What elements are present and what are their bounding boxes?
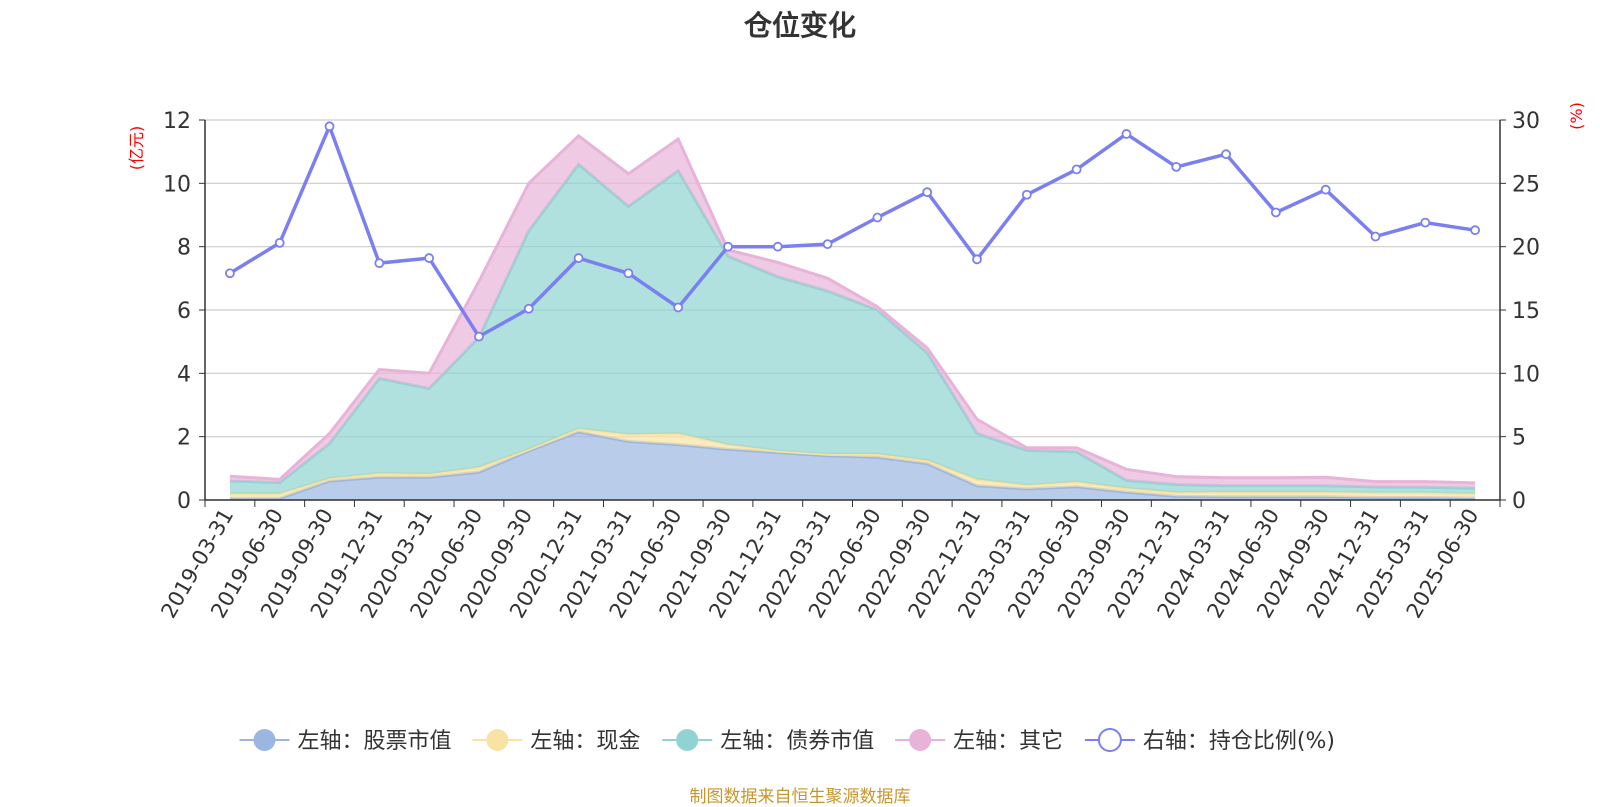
ratio-point[interactable] — [723, 241, 733, 252]
ratio-point[interactable] — [1470, 225, 1480, 236]
right-tick-label: 5 — [1512, 426, 1526, 451]
legend-label: 右轴：持仓比例(%) — [1143, 729, 1335, 754]
stacked-areas — [229, 133, 1476, 500]
right-tick-label: 25 — [1512, 172, 1540, 197]
area-series — [229, 135, 1476, 489]
ratio-point[interactable] — [1320, 184, 1331, 195]
ratio-point[interactable] — [474, 331, 484, 342]
chart-title: 仓位变化 — [743, 9, 856, 42]
legend-item[interactable]: 左轴：现金 — [472, 729, 640, 754]
legend-swatch-marker — [253, 729, 276, 751]
left-axis-unit: (亿元) — [127, 126, 146, 171]
right-tick-label: 30 — [1512, 109, 1540, 134]
right-axis-unit: (%) — [1567, 102, 1586, 130]
ratio-point[interactable] — [1171, 161, 1182, 172]
ratio-point[interactable] — [1370, 231, 1381, 242]
ratio-point[interactable] — [1021, 189, 1032, 200]
legend-swatch-marker — [1097, 728, 1122, 752]
ratio-point[interactable] — [324, 121, 335, 132]
ratio-line — [225, 121, 1480, 342]
legend-label: 左轴：股票市值 — [297, 729, 451, 754]
ratio-point[interactable] — [225, 268, 235, 279]
source-note: 制图数据来自恒生聚源数据库 — [689, 787, 911, 807]
ratio-point[interactable] — [922, 187, 933, 198]
legend-swatch-marker — [909, 729, 932, 751]
left-tick-label: 2 — [177, 426, 191, 451]
legend-label: 左轴：其它 — [953, 729, 1063, 754]
left-tick-label: 12 — [163, 109, 191, 134]
left-tick-label: 0 — [177, 489, 191, 514]
ratio-point[interactable] — [623, 268, 634, 279]
ratio-point[interactable] — [1270, 207, 1281, 218]
ratio-point[interactable] — [573, 253, 584, 263]
legend-swatch-marker — [486, 729, 509, 751]
ratio-point[interactable] — [1221, 149, 1231, 160]
left-tick-label: 6 — [177, 299, 191, 324]
legend-item[interactable]: 右轴：持仓比例(%) — [1084, 728, 1335, 754]
ratio-point[interactable] — [1420, 217, 1431, 228]
ratio-point[interactable] — [523, 303, 534, 314]
legend-swatch-marker — [676, 729, 699, 751]
ratio-point[interactable] — [872, 212, 883, 223]
right-tick-label: 20 — [1512, 236, 1540, 261]
ratio-point[interactable] — [772, 241, 783, 252]
ratio-point[interactable] — [374, 258, 385, 269]
ratio-point[interactable] — [274, 237, 285, 248]
ratio-point[interactable] — [673, 302, 684, 313]
area-series — [229, 431, 1476, 500]
legend: 左轴：股票市值 左轴：现金 左轴：债券市值 左轴：其它 右轴：持仓比例(%) — [239, 728, 1335, 754]
right-tick-label: 15 — [1512, 299, 1540, 324]
ratio-point[interactable] — [972, 254, 982, 265]
ratio-point[interactable] — [1121, 129, 1132, 139]
legend-item[interactable]: 左轴：债券市值 — [662, 729, 874, 754]
legend-item[interactable]: 左轴：其它 — [895, 729, 1063, 754]
left-tick-label: 10 — [163, 172, 191, 197]
ratio-point[interactable] — [822, 239, 833, 250]
left-tick-label: 4 — [177, 362, 191, 387]
left-tick-label: 8 — [177, 236, 191, 261]
right-tick-label: 0 — [1512, 489, 1526, 514]
right-tick-label: 10 — [1512, 362, 1540, 387]
area-series — [229, 164, 1476, 494]
ratio-line-path — [228, 124, 1476, 339]
legend-label: 左轴：债券市值 — [720, 729, 874, 754]
ratio-point[interactable] — [424, 253, 435, 263]
area-series-edge — [229, 133, 1476, 485]
legend-item[interactable]: 左轴：股票市值 — [239, 729, 451, 754]
ratio-point[interactable] — [1071, 164, 1082, 175]
legend-label: 左轴：现金 — [530, 729, 640, 754]
